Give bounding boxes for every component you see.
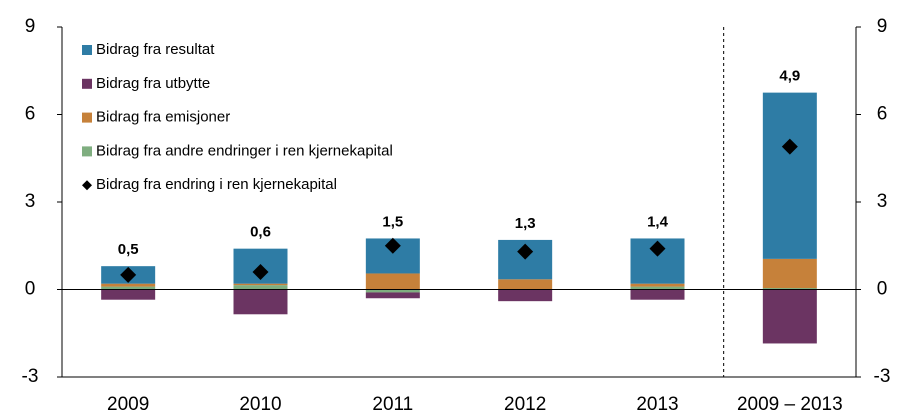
diamond-marker: [781, 138, 798, 155]
y-tick-label: 6: [25, 104, 36, 125]
legend-label: Bidrag fra utbytte: [96, 75, 210, 92]
diamond-marker: [252, 264, 269, 280]
bar-segment: [101, 283, 156, 287]
x-tick-label: 2012: [504, 394, 546, 415]
x-tick-label: 2009 – 2013: [737, 394, 843, 415]
y2-tick-label: 9: [877, 16, 888, 37]
bar-segment: [365, 289, 420, 293]
bar-segment: [762, 92, 817, 259]
diamond-marker: [384, 237, 401, 254]
bar-segment: [233, 285, 288, 290]
y2-tick-label: 3: [877, 191, 888, 212]
bar-segment: [762, 289, 817, 344]
legend-marker: [82, 180, 92, 191]
diamond-marker: [517, 243, 534, 260]
bar-segment: [365, 292, 420, 299]
bar-segment: [233, 283, 288, 286]
value-label: 0,5: [118, 241, 139, 258]
y-tick-label: 0: [25, 279, 36, 300]
diamond-marker: [649, 240, 666, 257]
bar-segment: [101, 289, 156, 300]
bar-segment: [233, 289, 288, 315]
x-tick-label: 2009: [107, 394, 149, 415]
y2-tick-label: -3: [874, 366, 891, 387]
bar-segment: [101, 286, 156, 290]
x-tick-label: 2013: [636, 394, 678, 415]
bar-segment: [762, 288, 817, 290]
y-tick-label: 9: [25, 16, 36, 37]
y2-tick-label: 6: [877, 104, 888, 125]
legend-swatch: [82, 112, 92, 123]
x-tick-label: 2011: [372, 394, 413, 415]
legend-swatch: [82, 78, 92, 89]
legend-label: Bidrag fra andre endringer i ren kjernek…: [96, 142, 393, 159]
y2-tick-label: 0: [877, 279, 888, 300]
bar-segment: [498, 279, 553, 290]
value-label: 1,3: [515, 215, 536, 232]
bar-segment: [498, 289, 553, 302]
value-label: 4,9: [779, 68, 800, 85]
y-tick-label: 3: [25, 191, 36, 212]
value-label: 1,4: [647, 213, 669, 230]
bar-segment: [630, 289, 685, 300]
legend-label: Bidrag fra endring i ren kjernekapital: [96, 176, 337, 193]
bar-segment: [630, 283, 685, 287]
bar-segment: [762, 258, 817, 289]
bar-segment: [630, 286, 685, 290]
legend-label: Bidrag fra resultat: [96, 41, 215, 58]
value-label: 0,6: [250, 224, 271, 241]
x-tick-label: 2010: [239, 394, 281, 415]
diamond-marker: [120, 266, 137, 283]
legend-label: Bidrag fra emisjoner: [96, 109, 230, 126]
value-label: 1,5: [382, 213, 403, 230]
legend-swatch: [82, 45, 92, 55]
bar-segment: [365, 273, 420, 290]
y-tick-label: -3: [22, 366, 39, 387]
legend-swatch: [82, 146, 92, 157]
